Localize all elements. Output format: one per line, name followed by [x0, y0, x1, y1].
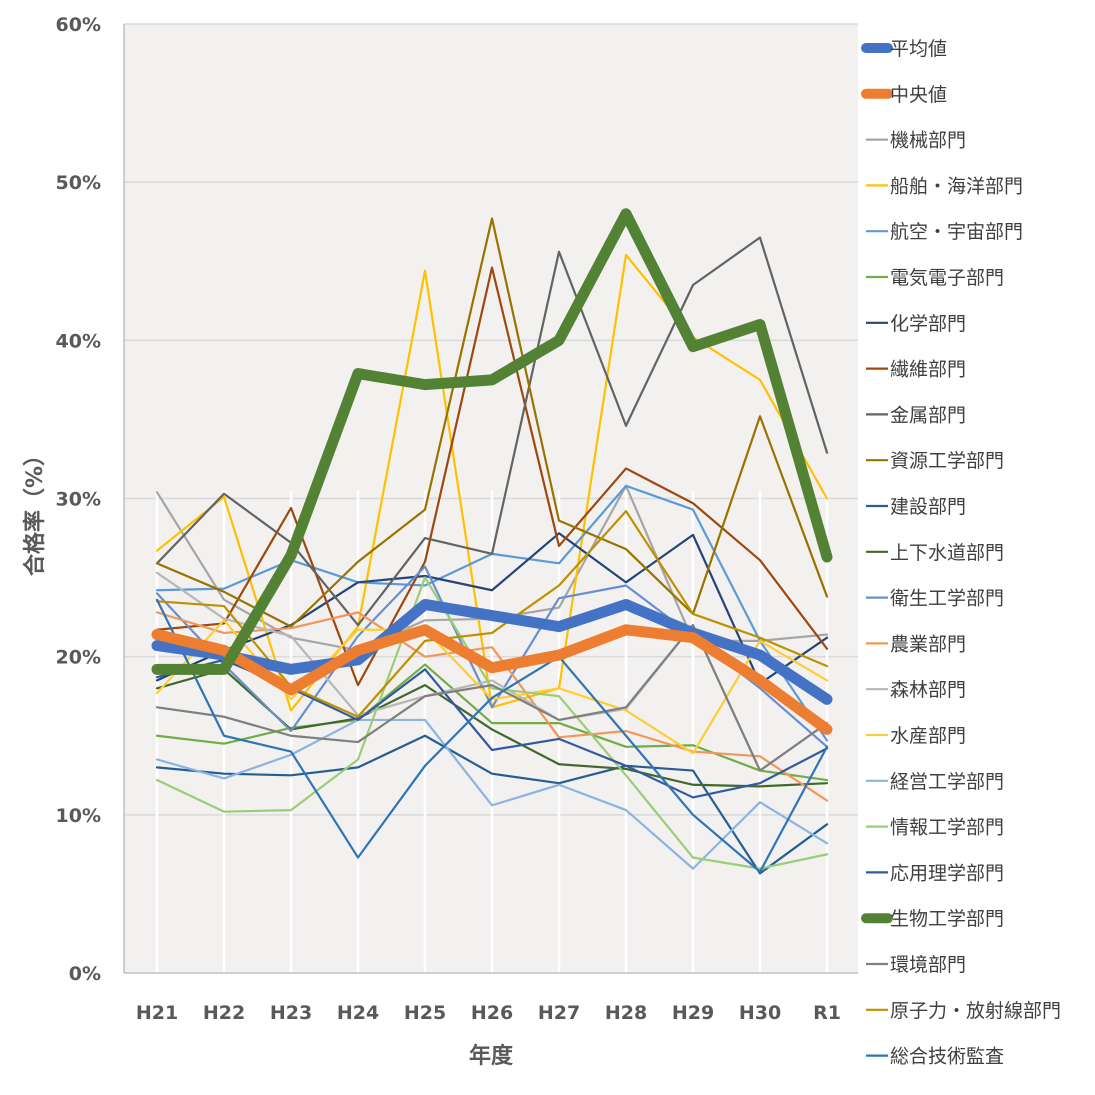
- legend-label: 応用理学部門: [890, 862, 1004, 884]
- legend-label: 建設部門: [890, 496, 966, 518]
- legend-label: 農業部門: [890, 633, 966, 655]
- series-line: [155, 576, 829, 870]
- series-line: [151, 598, 833, 705]
- x-tick-label: H26: [471, 1002, 513, 1024]
- series-line: [155, 217, 829, 628]
- legend-label: 資源工学部門: [890, 450, 1004, 472]
- legend-label: 機械部門: [890, 130, 966, 152]
- x-tick-label: H29: [672, 1002, 714, 1024]
- legend-label: 森林部門: [890, 679, 966, 701]
- x-tick-label: H28: [605, 1002, 647, 1024]
- legend-label: 原子力・放射線部門: [890, 1000, 1061, 1022]
- y-axis-title: 合格率（%）: [22, 444, 48, 576]
- series-line: [155, 236, 829, 627]
- series-line: [155, 598, 829, 873]
- legend-label: 衛生工学部門: [890, 588, 1004, 610]
- series-line: [155, 718, 829, 870]
- legend-label: 経営工学部門: [890, 771, 1004, 793]
- x-axis-title: 年度: [469, 1043, 514, 1069]
- legend-label: 中央値: [890, 84, 947, 106]
- y-tick-label: 0%: [69, 963, 101, 985]
- y-tick-label: 40%: [56, 330, 101, 352]
- y-axis-ticks: 0% 10% 20% 30% 40% 50% 60%: [56, 14, 101, 985]
- x-tick-label: R1: [813, 1002, 841, 1024]
- x-tick-label: H27: [538, 1002, 580, 1024]
- x-tick-label: H23: [270, 1002, 312, 1024]
- legend-label: 総合技術監査: [890, 1046, 1004, 1068]
- y-tick-label: 10%: [56, 805, 101, 827]
- y-tick-label: 20%: [56, 647, 101, 669]
- legend-label: 繊維部門: [890, 359, 966, 381]
- x-tick-label: H22: [203, 1002, 245, 1024]
- series-lines: [151, 208, 833, 875]
- legend-label: 電気電子部門: [890, 267, 1004, 289]
- series-line: [155, 266, 829, 687]
- series-line: [151, 208, 833, 675]
- legend-label: 航空・宇宙部門: [890, 221, 1023, 243]
- y-tick-label: 30%: [56, 489, 101, 511]
- legend-label: 情報工学部門: [890, 817, 1004, 839]
- legend-label: 金属部門: [890, 404, 966, 426]
- legend-label: 船舶・海洋部門: [890, 175, 1023, 197]
- legend: 平均値中央値機械部門船舶・海洋部門航空・宇宙部門電気電子部門化学部門繊維部門金属…: [861, 38, 1061, 1068]
- x-axis-ticks: H21 H22 H23 H24 H25 H26 H27 H28 H29 H30 R1: [136, 1002, 841, 1024]
- y-tick-label: 50%: [56, 172, 101, 194]
- series-line: [155, 532, 829, 685]
- y-tick-label: 60%: [56, 14, 101, 36]
- legend-label: 生物工学部門: [890, 908, 1004, 930]
- legend-label: 水産部門: [890, 725, 966, 747]
- series-line: [155, 623, 829, 772]
- legend-label: 平均値: [890, 38, 947, 60]
- legend-label: 化学部門: [890, 313, 966, 335]
- legend-label: 環境部門: [890, 954, 966, 976]
- x-tick-label: H30: [739, 1002, 781, 1024]
- series-line: [151, 624, 833, 735]
- x-tick-label: H25: [404, 1002, 446, 1024]
- legend-label: 上下水道部門: [890, 542, 1004, 564]
- gridlines: [123, 23, 858, 974]
- x-tick-label: H24: [337, 1002, 379, 1024]
- series-line: [155, 734, 829, 875]
- x-tick-label: H21: [136, 1002, 178, 1024]
